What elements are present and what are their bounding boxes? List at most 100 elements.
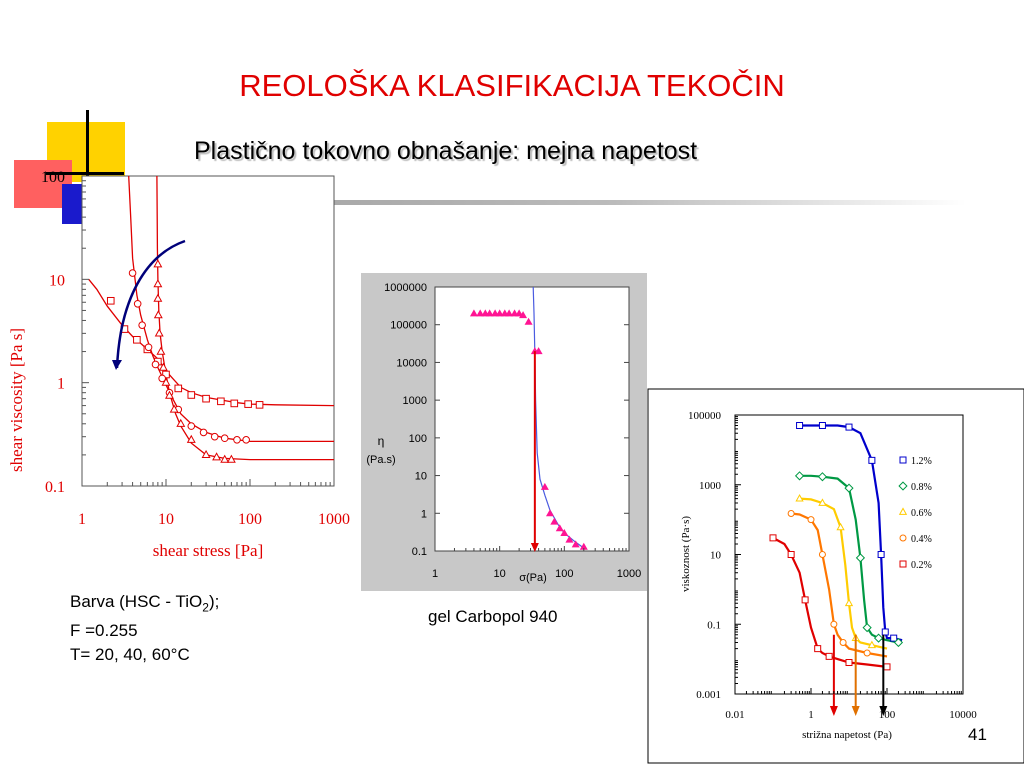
y-tick-label: 100000 (390, 320, 427, 332)
data-point (495, 309, 504, 317)
decor-gradient-bar (86, 200, 966, 205)
legend-label: 0.8% (911, 482, 932, 493)
data-point (469, 309, 478, 317)
data-point-circles (199, 428, 208, 437)
data-point-0.2% (883, 663, 891, 671)
legend-marker-0.2% (899, 560, 907, 568)
data-point-squares (202, 394, 210, 403)
data-point-triangles (165, 390, 174, 399)
data-point-0.6% (818, 498, 827, 506)
y-tick-label: 1 (421, 508, 427, 520)
data-point (560, 529, 569, 537)
y-tick-label: 100000 (688, 410, 722, 422)
y-tick-label: 0.1 (412, 546, 427, 558)
data-point-0.2% (769, 534, 777, 542)
data-point-triangles (220, 454, 230, 463)
stress-arrow-head (879, 706, 888, 716)
stress-arrow-head (851, 706, 860, 716)
y-tick-label: 10 (415, 471, 427, 483)
plot-frame (81, 175, 335, 487)
data-point (476, 309, 485, 317)
data-point-triangles (176, 418, 186, 427)
caption-line-2: F =0.255 (70, 621, 138, 641)
y-tick-label: 100 (41, 169, 65, 186)
y-tick-label: 0.1 (707, 619, 721, 631)
caption-hsc: Barva (HSC - TiO2); F =0.255 T= 20, 40, … (70, 590, 219, 667)
data-point-0.6% (795, 493, 804, 502)
slide-title: REOLOŠKA KLASIFIKACIJA TEKOČIN (239, 68, 785, 103)
data-point-0.8% (862, 623, 872, 633)
x-axis-label: strižna napetost (Pa) (802, 729, 892, 741)
data-point-0.4% (830, 620, 838, 628)
data-point-squares (187, 391, 196, 399)
viscosity-chart-hsc: 1 10 100 1000 0.1 1 10 100 shear viscosity [Pa … (7, 169, 350, 560)
data-point (565, 535, 574, 543)
data-point-triangles (154, 328, 164, 337)
data-point-circles (210, 432, 219, 441)
x-tick-label: 1000 (617, 568, 641, 580)
data-point-triangles (161, 377, 171, 386)
y-axis-label: shear viscosity [Pa s] (7, 328, 26, 472)
y-tick-label: 0.001 (696, 689, 721, 701)
x-tick-label: 10000 (949, 709, 977, 721)
data-point (550, 517, 559, 525)
data-point-squares (133, 335, 141, 344)
trend-arrow-head (112, 360, 122, 370)
data-point-circles (144, 343, 153, 352)
x-tick-label: 1 (78, 511, 86, 528)
data-point-circles (158, 374, 166, 383)
x-axis-label: shear stress [Pa] (153, 541, 263, 560)
data-point-triangles (153, 279, 163, 288)
data-point-0.4% (818, 551, 826, 558)
x-tick-label: 1 (808, 709, 814, 721)
data-point (540, 482, 549, 490)
data-point-triangles (153, 259, 163, 268)
data-point-circles (242, 435, 250, 444)
data-point-circles (138, 321, 146, 329)
data-point-0.2% (814, 645, 822, 653)
data-point-0.4% (863, 649, 871, 657)
data-point (579, 542, 588, 550)
data-point-1.2% (818, 421, 826, 429)
data-point-squares (217, 397, 225, 406)
data-point-0.6% (844, 598, 854, 607)
data-point (555, 524, 564, 532)
data-point-circles (233, 435, 241, 444)
data-point-0.4% (787, 509, 795, 517)
legend-marker-0.4% (899, 534, 907, 542)
legend-label: 1.2% (911, 456, 932, 467)
x-tick-label: 1 (432, 568, 438, 580)
trend-arrow (115, 239, 186, 369)
y-tick-label: 10 (49, 272, 65, 289)
caption-line-3: T= 20, 40, 60°C (70, 645, 190, 665)
data-point-1.2% (890, 634, 898, 642)
x-tick-label: 10 (494, 568, 506, 580)
legend-label: 0.6% (911, 508, 932, 519)
data-point-circles (220, 434, 229, 443)
data-point-0.6% (836, 522, 845, 531)
data-point (545, 509, 554, 517)
data-point-triangles (156, 346, 166, 355)
x-axis-label: σ(Pa) (519, 572, 547, 584)
data-point-0.6% (867, 640, 877, 649)
y-tick-label: 1000 (699, 480, 722, 492)
x-tick-label: 100 (555, 568, 573, 580)
viscosity-chart-concentrations: 0.001 0.1 10 1000 100000 0.01 1 100 10000 1.2% 0.… (647, 388, 1024, 764)
y-tick-label: 1000 (403, 395, 427, 407)
data-point-0.8% (893, 637, 904, 648)
data-point-triangles (158, 362, 168, 371)
data-point-circles (128, 269, 137, 277)
slide-subtitle: Plastično tokovno obnašanje: mejna napet… (194, 137, 698, 165)
data-point-triangles (226, 454, 236, 463)
data-point-0.4% (839, 638, 847, 646)
data-point-triangles (153, 310, 163, 319)
data-point-circles (151, 360, 160, 369)
data-point-1.2% (877, 551, 885, 558)
data-point-triangles (153, 293, 163, 302)
stress-arrow-head (829, 706, 838, 716)
y-tick-label: 0.1 (45, 479, 65, 496)
data-point-1.2% (868, 456, 876, 464)
x-tick-label: 1000 (318, 511, 350, 528)
data-point (571, 540, 580, 548)
data-point (534, 347, 543, 355)
